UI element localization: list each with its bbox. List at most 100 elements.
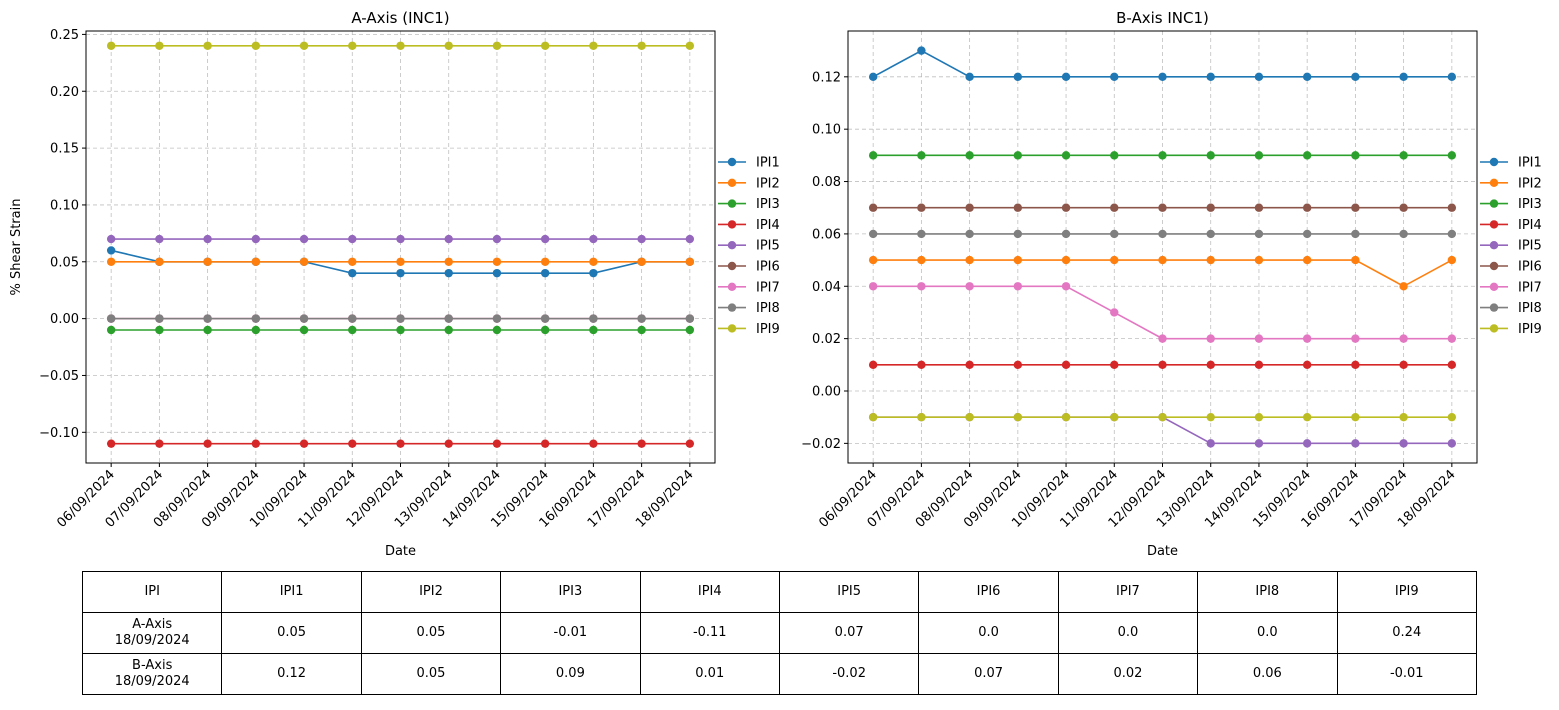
data-point [1206,439,1215,448]
data-point [1206,229,1215,239]
table-cell: 0.09 [500,653,641,695]
table-cell: -0.01 [500,612,641,654]
data-point [1447,151,1457,160]
data-point [1013,72,1023,82]
data-point [917,282,926,291]
legend-marker [1489,324,1499,333]
data-point [1302,412,1312,422]
data-point [589,268,598,278]
data-point [251,439,261,448]
legend-marker [1489,261,1499,271]
legend-label: IPI1 [1518,156,1542,171]
data-point [396,439,405,448]
table-cell: 0.05 [360,653,502,695]
table-cell: 0.05 [221,612,362,654]
data-point [444,41,453,50]
chart-b-axis: −0.020.000.020.040.060.080.100.1206/09/2… [801,9,1542,559]
table-row-label: B-Axis 18/09/2024 [81,653,223,695]
data-point [1158,151,1167,160]
data-point [348,257,357,266]
series-ipi5 [106,234,695,244]
data-point [155,439,164,448]
legend-label: IPI3 [756,197,780,212]
data-point [917,151,926,160]
data-point [1254,439,1264,448]
legend-marker [727,157,737,167]
data-point [685,234,695,244]
y-tick-label: 0.00 [812,385,841,400]
table-cell: 0.0 [1057,612,1199,654]
data-point [1254,360,1264,370]
data-point [685,439,695,448]
table-row-b-axis: B-Axis 18/09/2024 0.12 0.05 0.09 0.01 -0… [81,653,1478,695]
data-point [106,234,116,244]
data-point [299,325,309,335]
data-point [396,257,405,266]
data-point [917,255,926,265]
y-axis-title: % Shear Strain [9,199,24,296]
data-point [1447,229,1457,239]
legend-marker [727,220,737,229]
legend-marker [1489,303,1499,312]
data-point [1013,229,1023,239]
legend-item: IPI8 [718,301,780,316]
legend: IPI1 IPI2 IPI3 IPI4 IPI5 IPI6 IPI7 IPI8 IPI9 [1480,156,1542,337]
data-point [444,234,453,244]
data-point [1447,439,1457,448]
legend-item: IPI7 [718,280,780,295]
data-point [1351,229,1360,239]
data-point [106,257,116,266]
legend-label: IPI8 [756,301,780,316]
data-point [1013,282,1023,291]
data-point [1254,229,1264,239]
data-point [540,439,550,448]
legend-marker [727,303,737,312]
table-cell: 0.24 [1336,612,1478,654]
y-tick-label: 0.10 [50,198,79,213]
legend-marker [1489,241,1499,250]
legend-label: IPI7 [756,280,780,295]
data-point [1110,203,1119,212]
table-cell: 0.01 [639,653,780,695]
data-point [1399,203,1408,212]
data-point [965,203,974,212]
data-point [1110,412,1119,422]
data-point [1061,229,1071,239]
data-point [1351,255,1360,265]
data-point [917,229,926,239]
data-point [917,412,926,422]
table-cell: -0.02 [778,653,920,695]
legend-item: IPI2 [718,176,780,191]
series-ipi9 [868,412,1457,422]
series-ipi3 [868,151,1457,160]
series-ipi1 [868,46,1457,82]
table-cell: 0.0 [918,612,1059,654]
data-point [1447,334,1457,343]
charts-area: −0.10−0.050.000.050.100.150.200.2506/09/… [9,9,1542,559]
data-point [965,282,974,291]
data-point [1061,255,1071,265]
data-point [1110,72,1119,82]
data-point [685,314,695,323]
data-point [589,257,598,266]
data-point [299,439,309,448]
data-point [1110,151,1119,160]
legend-label: IPI9 [1518,322,1542,337]
data-point [1447,412,1457,422]
y-tick-label: 0.02 [812,332,841,347]
data-point [155,41,164,50]
legend-item: IPI5 [718,239,780,254]
data-point [868,151,878,160]
data-point [492,257,502,266]
data-point [1158,72,1167,82]
data-point [299,234,309,244]
data-point [1110,229,1119,239]
legend-item: IPI5 [1480,239,1542,254]
legend-label: IPI6 [756,260,780,275]
data-point [1399,412,1408,422]
data-point [1254,334,1264,343]
y-tick-label: −0.10 [39,426,79,441]
legend-marker [727,241,737,250]
legend-item: IPI4 [1480,218,1542,233]
data-point [1351,151,1360,160]
